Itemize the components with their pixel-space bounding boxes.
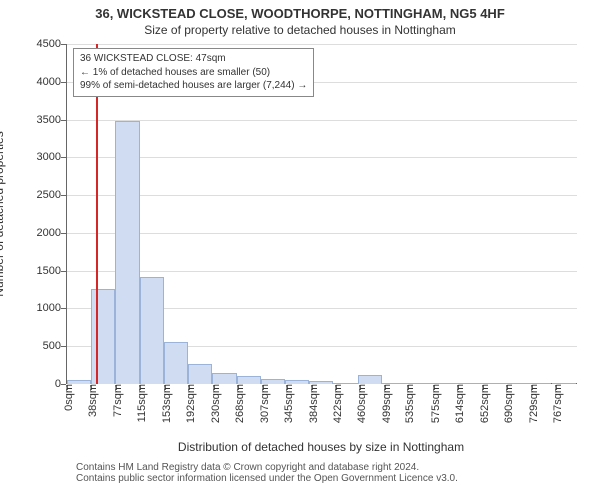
xtick-label: 345sqm (279, 384, 295, 423)
histogram-bar (455, 383, 479, 384)
xtick-label: 460sqm (352, 384, 368, 423)
histogram-bar (67, 380, 91, 384)
histogram-bar (212, 373, 236, 384)
xtick-label: 268sqm (230, 384, 246, 423)
xtick-label: 307sqm (255, 384, 271, 423)
xtick-label: 535sqm (400, 384, 416, 423)
info-box: 36 WICKSTEAD CLOSE: 47sqm ← 1% of detach… (73, 48, 314, 97)
gridline (67, 44, 577, 45)
ytick-label: 1500 (37, 265, 67, 277)
ytick-label: 4500 (37, 38, 67, 50)
xtick-label: 192sqm (181, 384, 197, 423)
histogram-bar (261, 379, 285, 384)
xtick-label: 575sqm (426, 384, 442, 423)
ytick-label: 2500 (37, 189, 67, 201)
gridline (67, 120, 577, 121)
footnote: Contains HM Land Registry data © Crown c… (76, 462, 458, 484)
gridline (67, 195, 577, 196)
footnote-line-2: Contains public sector information licen… (76, 473, 458, 484)
xtick-label: 77sqm (108, 384, 124, 417)
xtick-label: 38sqm (83, 384, 99, 417)
xtick-label: 652sqm (475, 384, 491, 423)
histogram-bar (406, 383, 430, 384)
histogram-bar (91, 289, 115, 384)
y-axis-label: Number of detached properties (0, 131, 6, 296)
histogram-bar (503, 383, 527, 384)
ytick-label: 2000 (37, 227, 67, 239)
xtick-label: 115sqm (132, 384, 148, 422)
histogram-bar (188, 364, 212, 384)
ytick-label: 3500 (37, 114, 67, 126)
histogram-bar (164, 342, 188, 384)
xtick-label: 614sqm (450, 384, 466, 423)
histogram-bar (309, 381, 333, 384)
histogram-bar (237, 376, 261, 384)
info-line-2: ← 1% of detached houses are smaller (50) (80, 66, 307, 80)
ytick-label: 1000 (37, 302, 67, 314)
chart-title: 36, WICKSTEAD CLOSE, WOODTHORPE, NOTTING… (0, 0, 600, 21)
xtick-label: 690sqm (499, 384, 515, 423)
histogram-bar (285, 380, 309, 384)
histogram-bar (552, 383, 576, 384)
ytick-label: 3000 (37, 151, 67, 163)
xtick-label: 422sqm (328, 384, 344, 423)
xtick-label: 767sqm (548, 384, 564, 423)
histogram-bar (479, 383, 503, 384)
xtick-label: 153sqm (157, 384, 173, 423)
xtick-label: 0sqm (59, 384, 75, 411)
xtick-label: 230sqm (206, 384, 222, 423)
footnote-line-1: Contains HM Land Registry data © Crown c… (76, 462, 458, 473)
histogram-bar (333, 383, 357, 385)
histogram-bar (115, 121, 139, 384)
gridline (67, 157, 577, 158)
histogram-bar (358, 375, 382, 384)
info-line-3: 99% of semi-detached houses are larger (… (80, 79, 307, 93)
xtick-label: 499sqm (377, 384, 393, 423)
chart-container: { "header": { "title": "36, WICKSTEAD CL… (0, 0, 600, 500)
histogram-bar (382, 383, 406, 384)
xtick-label: 384sqm (304, 384, 320, 423)
histogram-bar (430, 383, 454, 384)
x-axis-label: Distribution of detached houses by size … (66, 440, 576, 454)
chart-subtitle: Size of property relative to detached ho… (0, 21, 600, 37)
histogram-bar (140, 277, 164, 384)
gridline (67, 271, 577, 272)
xtick-label: 729sqm (524, 384, 540, 423)
info-line-1: 36 WICKSTEAD CLOSE: 47sqm (80, 52, 307, 66)
plot-area: 0500100015002000250030003500400045000sqm… (66, 44, 577, 384)
ytick-label: 500 (43, 340, 67, 352)
gridline (67, 233, 577, 234)
histogram-bar (527, 383, 551, 384)
ytick-label: 4000 (37, 76, 67, 88)
